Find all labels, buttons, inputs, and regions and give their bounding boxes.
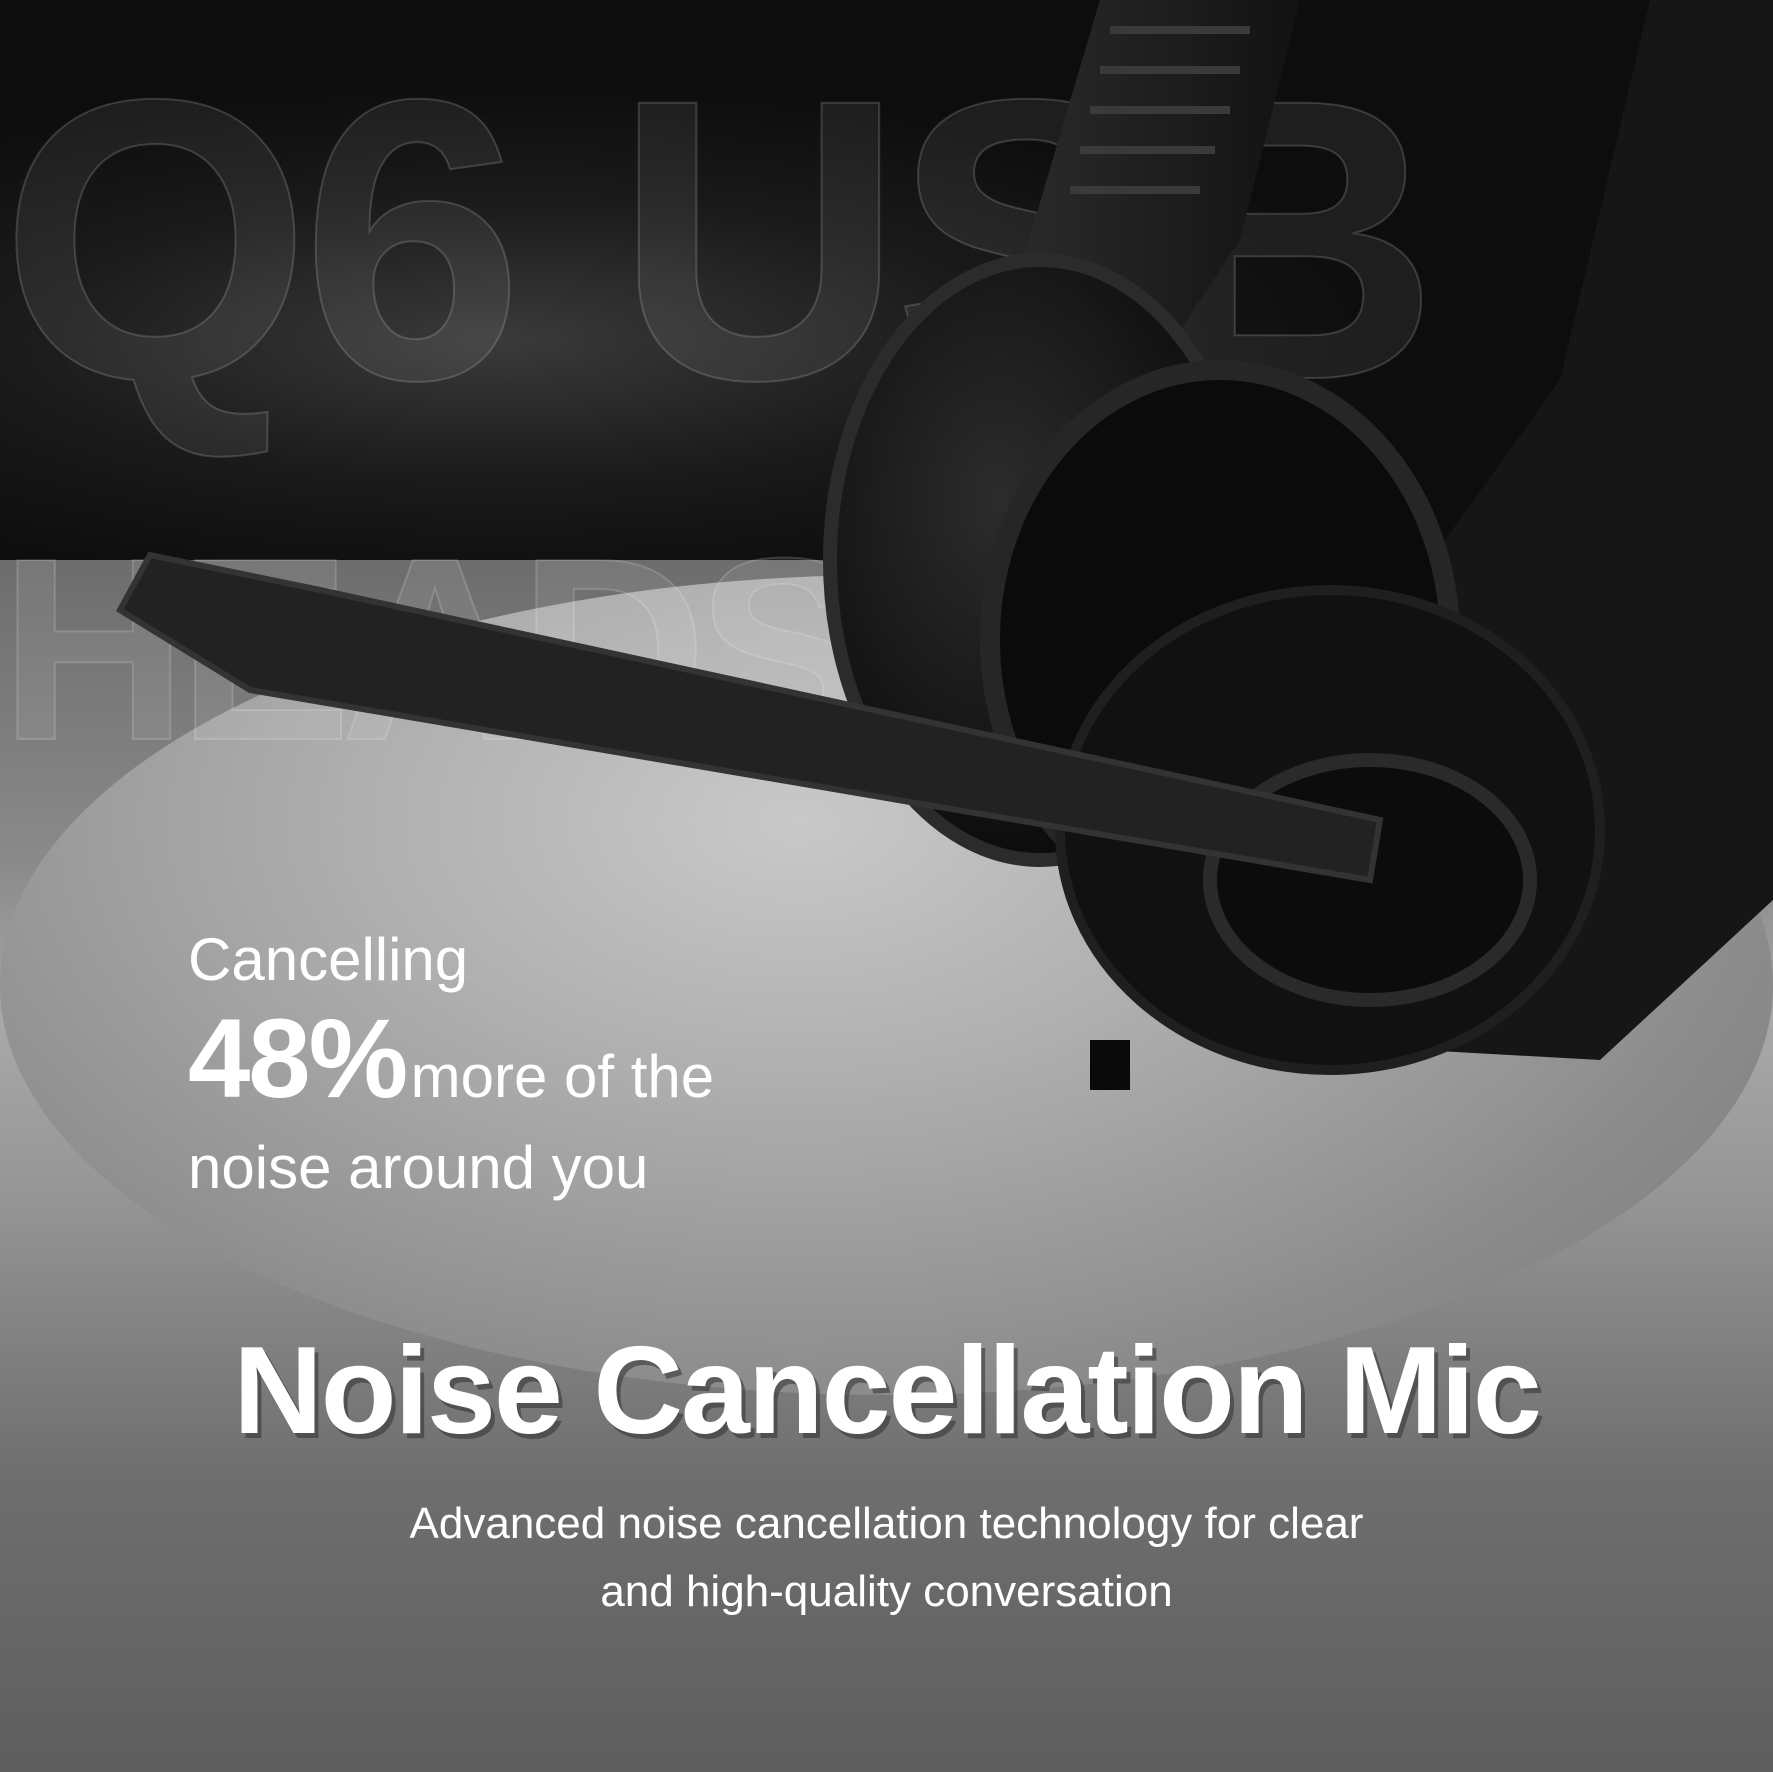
stat-percent: 48% xyxy=(188,996,408,1121)
stat-suffix: more of the xyxy=(410,1043,715,1110)
mic-boom xyxy=(116,551,1384,884)
headband-grip xyxy=(1070,26,1250,194)
headset-image xyxy=(116,0,1773,1090)
noise-stat: Cancelling 48% more of the noise around … xyxy=(188,925,714,1202)
stat-lead: Cancelling xyxy=(188,926,469,993)
cable-connector xyxy=(1090,1040,1130,1090)
feature-description: Advanced noise cancellation technology f… xyxy=(0,1490,1773,1626)
stat-line3: noise around you xyxy=(188,1134,649,1201)
description-line2: and high-quality conversation xyxy=(600,1567,1173,1616)
description-line1: Advanced noise cancellation technology f… xyxy=(409,1499,1364,1548)
feature-title: Noise Cancellation Mic xyxy=(233,1322,1542,1460)
headband xyxy=(1020,0,1300,330)
